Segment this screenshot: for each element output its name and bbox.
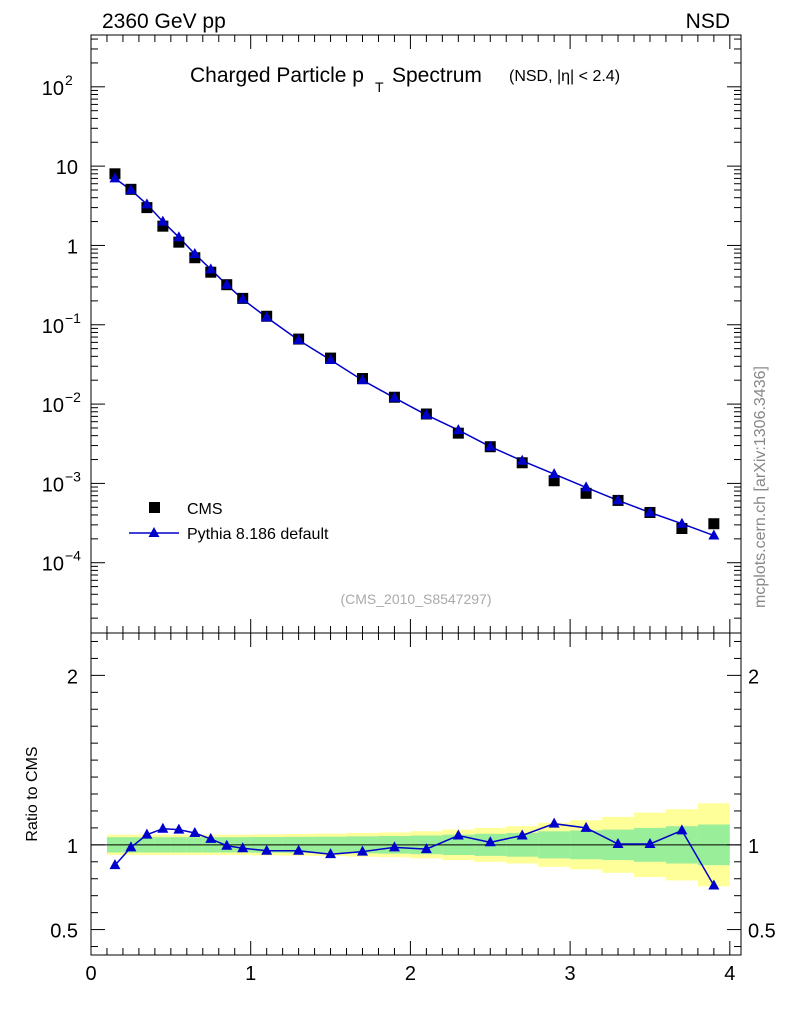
ratio-point xyxy=(388,841,400,852)
ratio-plot: 0.5 0.5 1 1 2 2 0 1 2 3 4 Ratio to CMS xyxy=(24,632,776,985)
y-tick-label: 10 xyxy=(42,395,64,417)
y-tick-label-exponent: −1 xyxy=(65,310,81,326)
ratio-point xyxy=(516,829,528,840)
header-left-label: 2360 GeV pp xyxy=(102,10,226,33)
main-plot: Charged Particle p T Spectrum (NSD, |η| < … xyxy=(42,34,742,634)
y-tick-label-exponent: −4 xyxy=(65,548,81,564)
ratio-y-axis-label: Ratio to CMS xyxy=(24,746,41,841)
pythia-point xyxy=(109,172,121,183)
pythia-point xyxy=(420,408,432,419)
ratio-y-tick-label-right: 1 xyxy=(748,836,759,858)
y-tick-label: 1 xyxy=(67,236,78,258)
ratio-y-tick-label-right: 0.5 xyxy=(748,921,776,943)
pythia-point xyxy=(516,454,528,465)
ratio-point xyxy=(189,826,201,837)
ratio-point xyxy=(141,828,153,839)
ratio-point xyxy=(157,822,169,833)
ratio-point xyxy=(125,841,137,852)
ratio-y-tick-label: 2 xyxy=(67,666,78,688)
chart-title: Charged Particle p xyxy=(190,64,364,87)
legend-marker-pythia xyxy=(148,527,160,537)
ratio-point xyxy=(676,824,688,835)
y-tick-label-exponent: −2 xyxy=(65,389,81,405)
chart-title-subscript: T xyxy=(375,79,384,95)
ratio-y-tick-label: 1 xyxy=(67,836,78,858)
ratio-y-tick-label-right: 2 xyxy=(748,666,759,688)
ratio-point xyxy=(420,843,432,854)
ratio-point xyxy=(580,821,592,832)
ratio-point xyxy=(708,879,720,890)
ratio-point xyxy=(205,832,217,843)
ratio-point xyxy=(221,839,233,850)
cms-point xyxy=(548,475,560,487)
pythia-point xyxy=(237,293,249,304)
cms-point xyxy=(676,523,688,535)
pythia-point xyxy=(356,374,368,385)
pythia-point xyxy=(644,506,656,517)
pythia-point xyxy=(452,424,464,435)
legend-label-pythia: Pythia 8.186 default xyxy=(187,526,329,543)
ratio-point xyxy=(548,817,560,828)
pythia-point xyxy=(548,468,560,479)
pythia-point xyxy=(221,278,233,289)
series-line-pythia xyxy=(114,177,715,537)
pythia-point xyxy=(189,248,201,259)
side-label: mcplots.cern.ch [arXiv:1306.3436] xyxy=(752,366,769,608)
ratio-point xyxy=(293,844,305,855)
ratio-point xyxy=(325,848,337,859)
pythia-point xyxy=(157,215,169,226)
ratio-plot-frame xyxy=(90,632,742,956)
pythia-point xyxy=(261,311,273,322)
chart-title-rest: Spectrum xyxy=(392,64,482,87)
pythia-point xyxy=(173,231,185,242)
y-tick-label: 10 xyxy=(42,316,64,338)
header-right-label: NSD xyxy=(686,10,730,33)
x-tick-label: 0 xyxy=(85,963,96,985)
y-tick-label: 10 xyxy=(42,554,64,576)
ratio-point xyxy=(109,859,121,870)
ratio-point xyxy=(452,829,464,840)
legend-label-cms: CMS xyxy=(187,501,223,518)
y-tick-label: 10 xyxy=(42,78,64,100)
pythia-point xyxy=(612,494,624,505)
pythia-point xyxy=(141,198,153,209)
watermark: (CMS_2010_S8547297) xyxy=(341,591,492,607)
ratio-point xyxy=(612,837,624,848)
pythia-point xyxy=(205,263,217,274)
x-tick-label: 3 xyxy=(565,963,576,985)
ratio-y-tick-label: 0.5 xyxy=(50,921,78,943)
ratio-point xyxy=(237,842,249,853)
main-plot-frame xyxy=(90,34,742,634)
y-tick-label-exponent: 2 xyxy=(65,72,73,88)
pythia-point xyxy=(484,440,496,451)
x-tick-label: 2 xyxy=(405,963,416,985)
y-tick-label-exponent: −3 xyxy=(65,468,81,484)
legend-marker-cms xyxy=(149,502,160,513)
cms-point xyxy=(580,487,592,499)
ratio-point xyxy=(644,837,656,848)
chart-title-extra: (NSD, |η| < 2.4) xyxy=(509,68,620,85)
y-tick-label: 10 xyxy=(42,474,64,496)
pythia-point xyxy=(676,517,688,528)
cms-point xyxy=(708,518,720,530)
ratio-point xyxy=(173,823,185,834)
pythia-point xyxy=(580,481,592,492)
x-tick-label: 4 xyxy=(724,963,735,985)
pythia-point xyxy=(708,529,720,540)
ratio-point xyxy=(356,845,368,856)
pythia-point xyxy=(125,184,137,195)
x-tick-label: 1 xyxy=(245,963,256,985)
cms-point xyxy=(157,220,169,232)
y-tick-label: 10 xyxy=(56,157,78,179)
ratio-point xyxy=(261,844,273,855)
pythia-point xyxy=(325,353,337,364)
pythia-point xyxy=(293,334,305,345)
pythia-point xyxy=(388,391,400,402)
cms-point xyxy=(173,236,185,248)
ratio-point xyxy=(484,836,496,847)
